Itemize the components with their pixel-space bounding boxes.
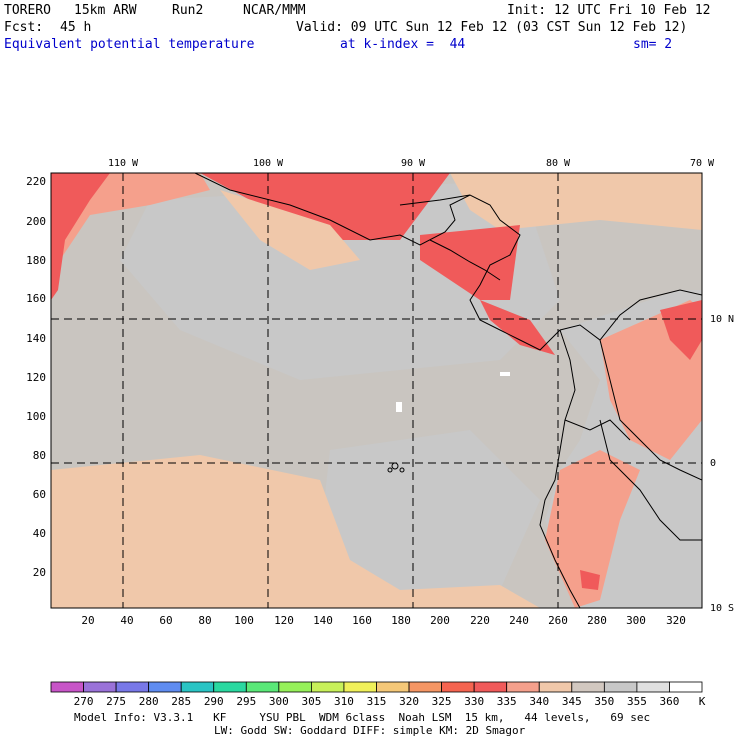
lon-label: 90 W [401,158,426,169]
lon-labels: 110 W 100 W 90 W 80 W 70 W [108,158,715,169]
graticule [51,173,702,608]
colorbar-label: 335 [497,695,517,708]
colorbar-label: 285 [171,695,191,708]
colorbar-label: 355 [627,695,647,708]
x-tick-label: 120 [274,614,294,627]
y-tick-label: 160 [26,292,46,305]
colorbar-swatch [571,681,605,693]
y-axis: 220 200 180 160 140 120 100 80 60 40 20 [26,175,46,579]
y-tick-label: 40 [33,527,46,540]
colorbar-label: 295 [236,695,256,708]
lon-label: 70 W [690,158,715,169]
colorbar-swatch [506,681,540,693]
lon-label: 80 W [546,158,571,169]
colorbar-swatch [245,681,280,693]
x-tick-label: 280 [587,614,607,627]
x-tick-label: 80 [198,614,211,627]
x-tick-label: 160 [352,614,372,627]
x-tick-label: 20 [81,614,94,627]
colorbar-swatch [83,681,117,693]
colorbar-label: 320 [399,695,419,708]
y-tick-label: 140 [26,332,46,345]
y-tick-label: 220 [26,175,46,188]
y-tick-label: 120 [26,371,46,384]
colorbar [50,681,703,693]
colorbar-label: 290 [204,695,224,708]
x-tick-label: 40 [120,614,133,627]
valid-time: Valid: 09 UTC Sun 12 Feb 12 (03 CST Sun … [296,20,688,35]
x-tick-label: 260 [548,614,568,627]
lat-label: 0 [710,458,716,469]
colorbar-swatch [213,681,247,693]
colorbar-swatch [343,681,377,693]
run-label: Run2 [172,3,204,18]
fcst-label: Fcst: [4,20,44,35]
field-name: Equivalent potential temperature [4,37,255,52]
x-tick-label: 180 [391,614,411,627]
model-name: TORERO [4,3,51,18]
lon-label: 100 W [253,158,284,169]
colorbar-swatch [441,681,475,693]
colorbar-swatch [376,681,410,693]
x-tick-label: 220 [470,614,490,627]
colorbar-label: 300 [269,695,289,708]
colorbar-unit: K [699,695,706,708]
model-info: Model Info: V3.3.1 KF YSU PBL WDM 6class… [74,711,651,724]
x-tick-label: 100 [234,614,254,627]
colorbar-label: 305 [301,695,321,708]
org-label: NCAR/MMM [243,3,306,18]
smoothing-label: sm= 2 [633,37,673,52]
x-tick-label: 60 [159,614,172,627]
lat-label: 10 N [710,314,734,325]
y-tick-label: 100 [26,410,46,423]
colorbar-swatch [115,681,150,693]
x-tick-label: 140 [313,614,333,627]
colorbar-label: 270 [74,695,94,708]
colorbar-label: 345 [562,695,582,708]
colorbar-swatch [180,681,215,693]
y-tick-label: 20 [33,566,46,579]
colorbar-label: 325 [432,695,452,708]
colorbar-label: 315 [367,695,387,708]
colorbar-swatch [408,681,442,693]
colorbar-labels: 270 275 280 285 290 295 300 305 310 315 320 325 330 3… [74,695,680,708]
init-time: Init: 12 UTC Fri 10 Feb 12 [507,3,711,18]
x-tick-label: 320 [666,614,686,627]
theta-e-field [51,173,702,608]
lon-label: 110 W [108,158,139,169]
colorbar-label: 275 [106,695,126,708]
y-tick-label: 200 [26,215,46,228]
physics-info: LW: Godd SW: Goddard DIFF: simple KM: 2D… [214,724,526,737]
coastlines [194,173,702,608]
model-resolution: 15km ARW [74,3,137,18]
lat-labels: 10 N 0 10 S [710,314,734,614]
colorbar-label: 360 [660,695,680,708]
colorbar-label: 350 [594,695,614,708]
x-axis: 20 40 60 80 100 120 140 160 180 200 220 … [81,614,686,627]
x-tick-label: 240 [509,614,529,627]
colorbar-label: 280 [139,695,159,708]
colorbar-swatch [50,681,84,693]
y-tick-label: 60 [33,488,46,501]
fcst-hours: 45 h [60,20,92,35]
level-label: at k-index = 44 [340,37,466,52]
colorbar-swatch [603,681,638,693]
colorbar-swatch [148,681,182,693]
colorbar-swatch [538,681,573,693]
colorbar-label: 330 [464,695,484,708]
y-tick-label: 80 [33,449,46,462]
colorbar-swatch [278,681,312,693]
colorbar-swatch [473,681,508,693]
colorbar-label: 310 [334,695,354,708]
lat-label: 10 S [710,603,734,614]
colorbar-swatch [310,681,345,693]
plot-frame [50,172,703,609]
colorbar-label: 340 [529,695,549,708]
colorbar-swatch [669,681,703,693]
x-tick-label: 200 [430,614,450,627]
y-tick-label: 180 [26,254,46,267]
x-tick-label: 300 [626,614,646,627]
colorbar-swatch [636,681,670,693]
